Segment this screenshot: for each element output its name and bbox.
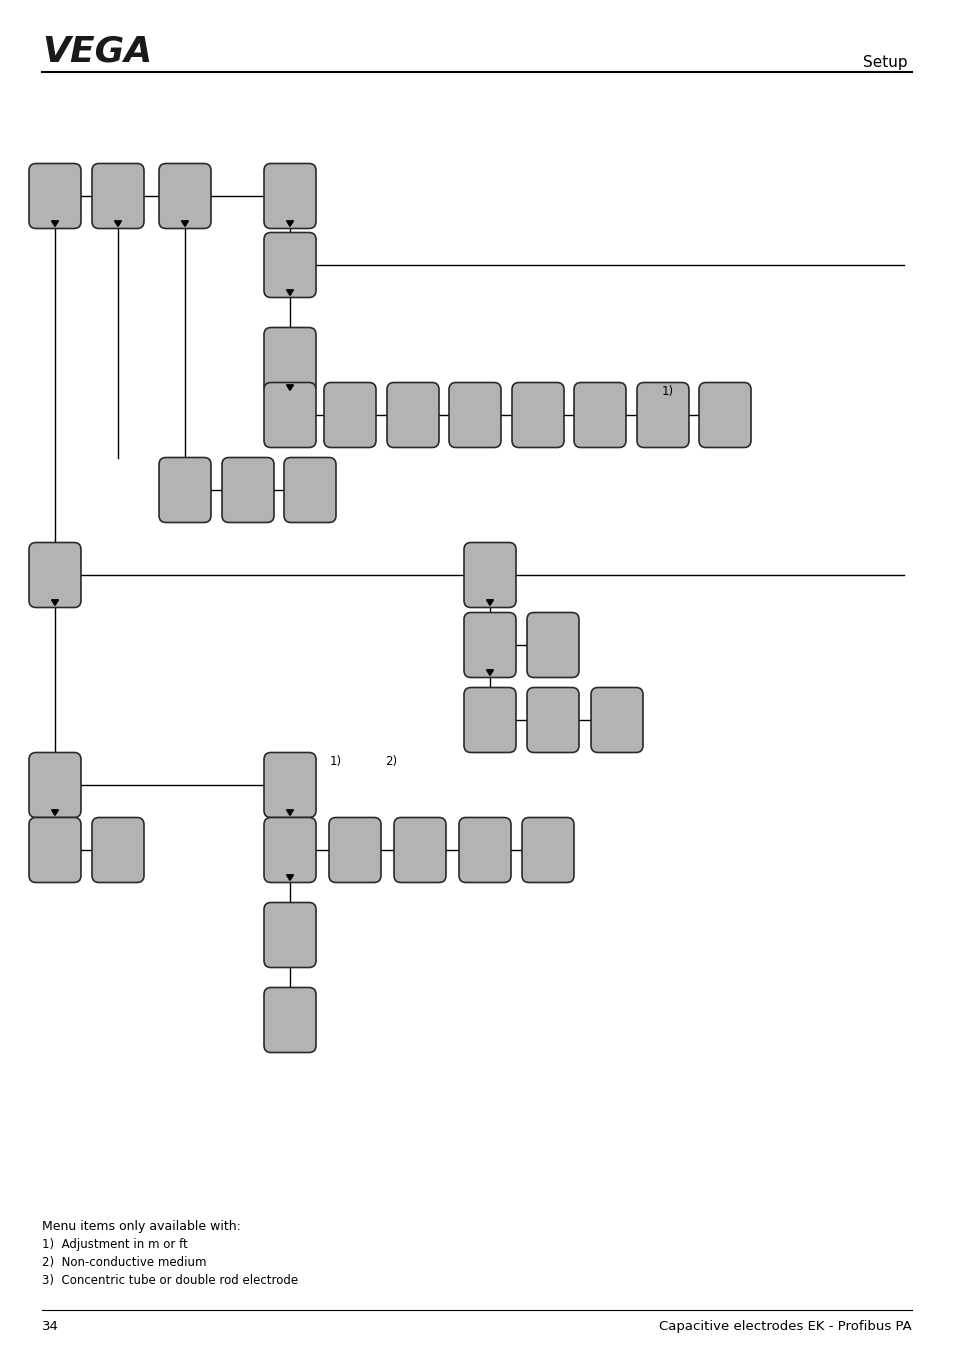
FancyBboxPatch shape	[264, 233, 315, 298]
FancyBboxPatch shape	[526, 688, 578, 753]
FancyBboxPatch shape	[324, 382, 375, 448]
Text: 1): 1)	[330, 756, 342, 768]
Text: 2): 2)	[385, 756, 396, 768]
Polygon shape	[286, 875, 294, 880]
FancyBboxPatch shape	[159, 458, 211, 523]
FancyBboxPatch shape	[264, 987, 315, 1052]
FancyBboxPatch shape	[264, 382, 315, 448]
Polygon shape	[114, 221, 121, 226]
FancyBboxPatch shape	[574, 382, 625, 448]
FancyBboxPatch shape	[458, 818, 511, 883]
FancyBboxPatch shape	[91, 818, 144, 883]
FancyBboxPatch shape	[91, 164, 144, 229]
FancyBboxPatch shape	[463, 688, 516, 753]
FancyBboxPatch shape	[637, 382, 688, 448]
Text: 34: 34	[42, 1320, 59, 1332]
FancyBboxPatch shape	[29, 818, 81, 883]
FancyBboxPatch shape	[699, 382, 750, 448]
FancyBboxPatch shape	[29, 753, 81, 818]
FancyBboxPatch shape	[449, 382, 500, 448]
Polygon shape	[286, 385, 294, 390]
FancyBboxPatch shape	[29, 543, 81, 608]
Polygon shape	[51, 600, 58, 605]
Text: 2)  Non-conductive medium: 2) Non-conductive medium	[42, 1257, 206, 1269]
FancyBboxPatch shape	[29, 164, 81, 229]
FancyBboxPatch shape	[463, 612, 516, 677]
FancyBboxPatch shape	[521, 818, 574, 883]
FancyBboxPatch shape	[264, 903, 315, 968]
Text: 3)  Concentric tube or double rod electrode: 3) Concentric tube or double rod electro…	[42, 1274, 297, 1288]
Polygon shape	[486, 670, 493, 676]
FancyBboxPatch shape	[590, 688, 642, 753]
FancyBboxPatch shape	[264, 753, 315, 818]
Polygon shape	[286, 290, 294, 295]
FancyBboxPatch shape	[159, 164, 211, 229]
Polygon shape	[286, 221, 294, 226]
FancyBboxPatch shape	[264, 818, 315, 883]
FancyBboxPatch shape	[387, 382, 438, 448]
Text: 1): 1)	[661, 385, 674, 398]
Text: Capacitive electrodes EK - Profibus PA: Capacitive electrodes EK - Profibus PA	[659, 1320, 911, 1332]
Polygon shape	[486, 600, 493, 605]
Text: Setup: Setup	[862, 54, 907, 69]
Polygon shape	[181, 221, 189, 226]
Polygon shape	[51, 221, 58, 226]
Polygon shape	[286, 810, 294, 815]
Text: 1)  Adjustment in m or ft: 1) Adjustment in m or ft	[42, 1238, 188, 1251]
Text: VEGA: VEGA	[42, 35, 152, 69]
FancyBboxPatch shape	[512, 382, 563, 448]
Polygon shape	[51, 810, 58, 815]
FancyBboxPatch shape	[526, 612, 578, 677]
FancyBboxPatch shape	[222, 458, 274, 523]
FancyBboxPatch shape	[264, 328, 315, 393]
FancyBboxPatch shape	[329, 818, 380, 883]
Text: Menu items only available with:: Menu items only available with:	[42, 1220, 240, 1233]
FancyBboxPatch shape	[394, 818, 446, 883]
FancyBboxPatch shape	[284, 458, 335, 523]
FancyBboxPatch shape	[463, 543, 516, 608]
FancyBboxPatch shape	[264, 164, 315, 229]
